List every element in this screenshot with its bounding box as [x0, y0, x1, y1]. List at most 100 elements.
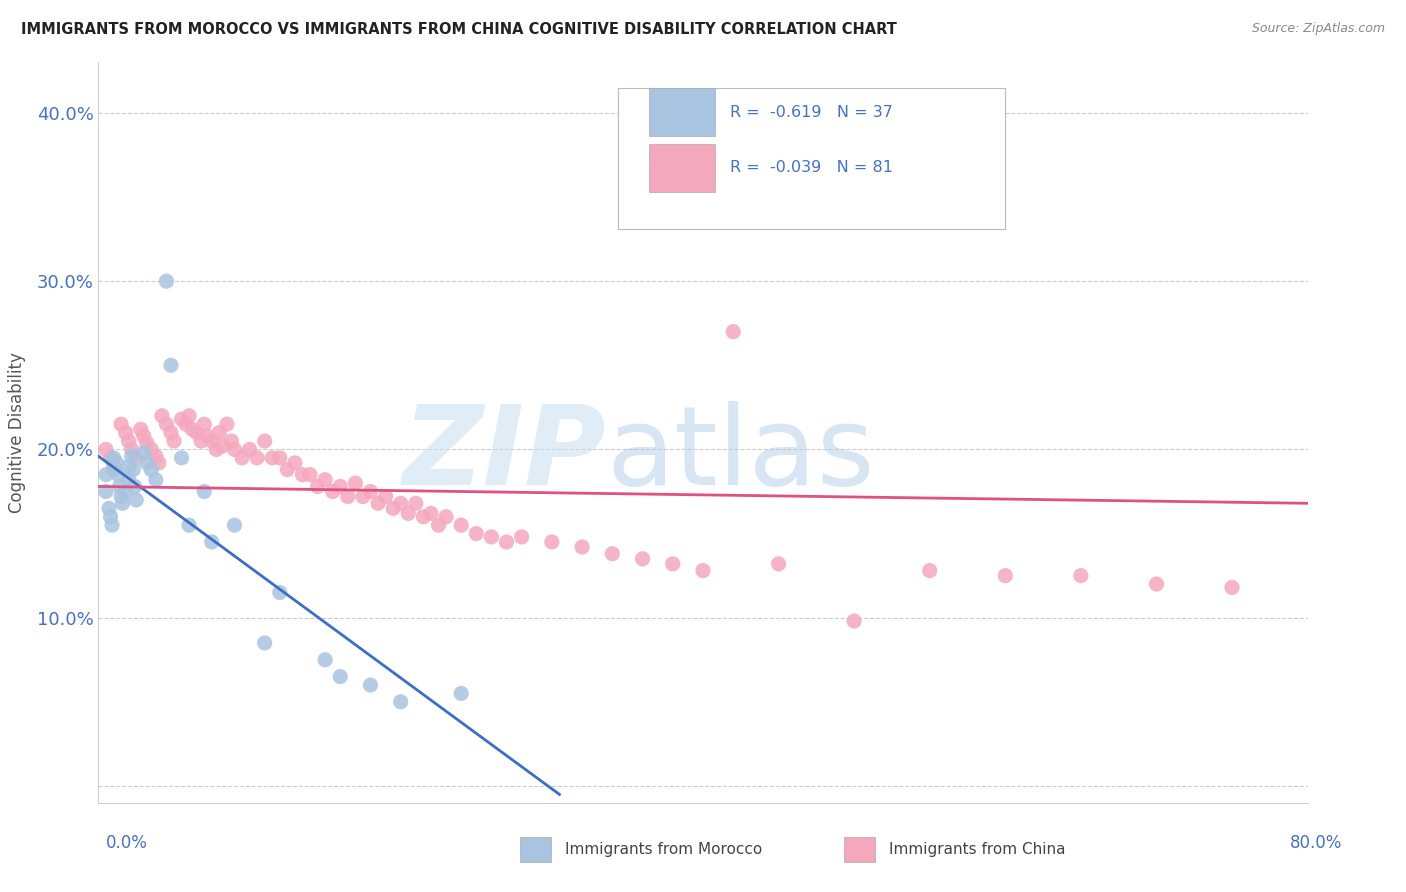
- Point: [121, 442, 143, 457]
- Point: [211, 439, 233, 453]
- Point: [114, 484, 136, 499]
- Point: [100, 509, 122, 524]
- Point: [412, 509, 434, 524]
- Point: [170, 450, 193, 465]
- Point: [215, 417, 238, 432]
- Point: [253, 636, 276, 650]
- Point: [329, 670, 352, 684]
- Point: [322, 484, 344, 499]
- Point: [179, 409, 201, 423]
- Text: R =  -0.039   N = 81: R = -0.039 N = 81: [730, 161, 893, 176]
- Point: [495, 535, 517, 549]
- Point: [269, 585, 291, 599]
- Point: [108, 479, 131, 493]
- Point: [661, 557, 683, 571]
- Point: [205, 442, 228, 457]
- Point: [132, 446, 155, 460]
- Point: [201, 434, 224, 448]
- Point: [208, 425, 231, 440]
- Point: [103, 450, 125, 465]
- FancyBboxPatch shape: [648, 88, 716, 136]
- Point: [396, 507, 419, 521]
- Point: [118, 434, 141, 448]
- Point: [195, 429, 218, 443]
- Point: [118, 473, 141, 487]
- Point: [382, 501, 405, 516]
- Point: [105, 456, 128, 470]
- Point: [291, 467, 314, 482]
- Point: [352, 490, 374, 504]
- Point: [103, 459, 125, 474]
- Point: [148, 456, 170, 470]
- Point: [155, 274, 177, 288]
- Text: Immigrants from Morocco: Immigrants from Morocco: [565, 842, 762, 856]
- Point: [125, 450, 148, 465]
- Text: 80.0%: 80.0%: [1291, 834, 1343, 852]
- Point: [307, 479, 329, 493]
- Point: [100, 450, 122, 465]
- FancyBboxPatch shape: [619, 88, 1005, 229]
- Point: [221, 434, 243, 448]
- Point: [510, 530, 533, 544]
- Point: [160, 425, 183, 440]
- Text: R =  -0.619   N = 37: R = -0.619 N = 37: [730, 105, 893, 120]
- Point: [465, 526, 488, 541]
- Point: [389, 496, 412, 510]
- Point: [1220, 581, 1243, 595]
- Point: [314, 473, 336, 487]
- Point: [181, 422, 204, 436]
- Point: [367, 496, 389, 510]
- Point: [145, 473, 167, 487]
- Point: [190, 434, 212, 448]
- Point: [94, 484, 117, 499]
- Point: [284, 456, 307, 470]
- Point: [631, 551, 654, 566]
- Text: Immigrants from China: Immigrants from China: [889, 842, 1066, 856]
- Point: [193, 484, 215, 499]
- Point: [118, 459, 141, 474]
- Point: [193, 417, 215, 432]
- Point: [450, 686, 472, 700]
- Point: [723, 325, 745, 339]
- Point: [918, 564, 941, 578]
- Point: [269, 450, 291, 465]
- Point: [94, 442, 117, 457]
- Text: ZIP: ZIP: [402, 401, 606, 508]
- Point: [114, 425, 136, 440]
- Point: [540, 535, 562, 549]
- Point: [107, 467, 129, 482]
- Point: [103, 462, 125, 476]
- Point: [129, 422, 152, 436]
- Point: [994, 568, 1017, 582]
- Point: [389, 695, 412, 709]
- Point: [101, 518, 124, 533]
- Point: [246, 450, 269, 465]
- Point: [768, 557, 790, 571]
- Point: [344, 476, 367, 491]
- Point: [135, 435, 157, 450]
- Point: [170, 412, 193, 426]
- Point: [224, 518, 246, 533]
- Point: [110, 417, 132, 432]
- Text: Source: ZipAtlas.com: Source: ZipAtlas.com: [1251, 22, 1385, 36]
- Text: IMMIGRANTS FROM MOROCCO VS IMMIGRANTS FROM CHINA COGNITIVE DISABILITY CORRELATIO: IMMIGRANTS FROM MOROCCO VS IMMIGRANTS FR…: [21, 22, 897, 37]
- Point: [420, 507, 443, 521]
- Point: [844, 614, 866, 628]
- Point: [141, 462, 163, 476]
- Point: [145, 449, 167, 463]
- Point: [450, 518, 472, 533]
- Point: [239, 442, 262, 457]
- Point: [692, 564, 714, 578]
- Point: [163, 434, 186, 448]
- Text: atlas: atlas: [606, 401, 875, 508]
- Point: [132, 429, 155, 443]
- Point: [253, 434, 276, 448]
- Y-axis label: Cognitive Disability: Cognitive Disability: [7, 352, 25, 513]
- Point: [231, 450, 253, 465]
- Point: [434, 509, 457, 524]
- Point: [427, 518, 450, 533]
- Point: [602, 547, 624, 561]
- Point: [186, 425, 208, 440]
- Point: [125, 492, 148, 507]
- Point: [329, 479, 352, 493]
